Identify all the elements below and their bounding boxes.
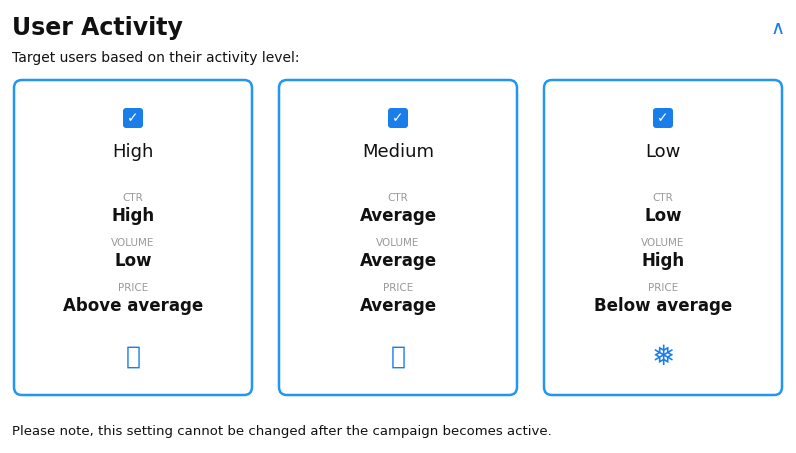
- Text: PRICE: PRICE: [118, 283, 148, 293]
- Text: ✓: ✓: [392, 111, 404, 125]
- Text: High: High: [112, 143, 154, 161]
- Text: CTR: CTR: [388, 193, 408, 203]
- Text: VOLUME: VOLUME: [377, 238, 419, 248]
- Text: Average: Average: [360, 252, 436, 270]
- Text: ❅: ❅: [651, 343, 675, 371]
- Text: Average: Average: [360, 297, 436, 315]
- Text: Please note, this setting cannot be changed after the campaign becomes active.: Please note, this setting cannot be chan…: [12, 425, 552, 439]
- Text: CTR: CTR: [653, 193, 673, 203]
- Text: ∧: ∧: [771, 19, 785, 38]
- Text: PRICE: PRICE: [648, 283, 678, 293]
- Text: Target users based on their activity level:: Target users based on their activity lev…: [12, 51, 299, 65]
- FancyBboxPatch shape: [544, 80, 782, 395]
- Text: Low: Low: [646, 143, 681, 161]
- FancyBboxPatch shape: [388, 108, 408, 128]
- Text: Above average: Above average: [63, 297, 203, 315]
- FancyBboxPatch shape: [123, 108, 143, 128]
- Text: Low: Low: [644, 207, 681, 225]
- FancyBboxPatch shape: [14, 80, 252, 395]
- Text: 🔥: 🔥: [126, 345, 141, 369]
- Text: High: High: [642, 252, 685, 270]
- FancyBboxPatch shape: [653, 108, 673, 128]
- Text: High: High: [111, 207, 154, 225]
- Text: PRICE: PRICE: [383, 283, 413, 293]
- Text: CTR: CTR: [123, 193, 143, 203]
- Text: Below average: Below average: [594, 297, 732, 315]
- Text: ✓: ✓: [657, 111, 669, 125]
- Text: ✓: ✓: [127, 111, 139, 125]
- Text: User Activity: User Activity: [12, 16, 183, 40]
- Text: Low: Low: [115, 252, 152, 270]
- Text: Medium: Medium: [362, 143, 434, 161]
- Text: 👤: 👤: [391, 345, 405, 369]
- Text: VOLUME: VOLUME: [111, 238, 154, 248]
- FancyBboxPatch shape: [279, 80, 517, 395]
- Text: VOLUME: VOLUME: [642, 238, 685, 248]
- Text: Average: Average: [360, 207, 436, 225]
